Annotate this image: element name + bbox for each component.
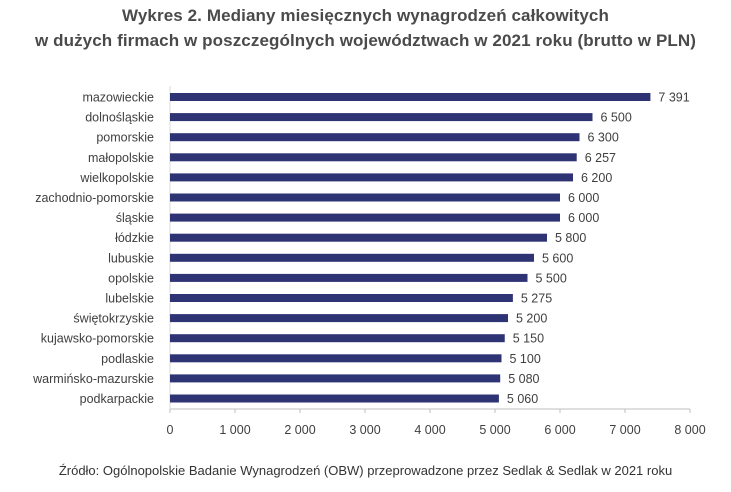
category-label: łódzkie: [115, 231, 154, 245]
value-label: 5 600: [542, 251, 573, 265]
x-tick-label: 1 000: [219, 423, 250, 437]
bar: [170, 113, 593, 122]
category-label: lubelskie: [105, 292, 154, 306]
bars-layer: [170, 93, 651, 403]
category-label: warmińsko-mazurskie: [32, 372, 154, 386]
category-label: pomorskie: [96, 131, 154, 145]
value-label: 5 150: [513, 332, 544, 346]
x-tick-label: 6 000: [544, 423, 575, 437]
bar: [170, 193, 560, 202]
value-label: 5 500: [536, 271, 567, 285]
value-label: 5 060: [507, 392, 538, 406]
bar: [170, 273, 528, 282]
bar: [170, 133, 580, 142]
category-label: opolskie: [108, 271, 154, 285]
bar: [170, 93, 651, 101]
value-label: 6 300: [588, 131, 619, 145]
x-tick-label: 5 000: [479, 423, 510, 437]
category-label: małopolskie: [88, 151, 154, 165]
category-label: świętokrzyskie: [73, 312, 154, 326]
bar: [170, 233, 547, 242]
labels-layer: 0 1 000 2 000 3 000 4 000 5 000 6 000 7 000 8 00…: [32, 91, 706, 438]
category-label: dolnośląskie: [85, 111, 154, 125]
bar: [170, 374, 501, 383]
value-label: 6 200: [581, 171, 612, 185]
value-label: 5 800: [555, 231, 586, 245]
x-tick-label: 8 000: [674, 423, 705, 437]
value-label: 5 275: [521, 292, 552, 306]
x-tick-label: 3 000: [349, 423, 380, 437]
bar: [170, 314, 508, 323]
bar: [170, 334, 505, 343]
x-tick-label: 0: [167, 423, 174, 437]
value-label: 5 200: [516, 312, 547, 326]
value-label: 6 257: [585, 151, 616, 165]
bar: [170, 153, 577, 162]
x-tick-label: 2 000: [284, 423, 315, 437]
source-note: Źródło: Ogólnopolskie Badanie Wynagrodze…: [58, 463, 673, 478]
bar: [170, 294, 513, 302]
bar: [170, 213, 560, 222]
category-label: podkarpackie: [80, 392, 154, 406]
x-tick-label: 4 000: [414, 423, 445, 437]
chart-title-line-2: w dużych firmach w poszczególnych wojewó…: [34, 31, 697, 50]
bar: [170, 253, 534, 262]
category-label: podlaskie: [101, 352, 154, 366]
value-label: 5 080: [508, 372, 539, 386]
value-label: 7 391: [658, 91, 689, 105]
bar: [170, 394, 499, 403]
value-label: 5 100: [510, 352, 541, 366]
value-label: 6 000: [568, 211, 599, 225]
x-tick-label: 7 000: [609, 423, 640, 437]
category-label: wielkopolskie: [79, 171, 154, 185]
value-label: 6 000: [568, 191, 599, 205]
category-label: lubuskie: [108, 251, 154, 265]
category-label: kujawsko-pomorskie: [41, 332, 154, 346]
value-label: 6 500: [601, 111, 632, 125]
category-label: zachodnio-pomorskie: [35, 191, 154, 205]
chart-title-line-1: Wykres 2. Mediany miesięcznych wynagrodz…: [122, 6, 609, 25]
bar: [170, 354, 502, 363]
bar: [170, 173, 573, 182]
category-label: śląskie: [116, 211, 154, 225]
category-label: mazowieckie: [82, 91, 154, 105]
bar-chart: 0 1 000 2 000 3 000 4 000 5 000 6 000 7 000 8 00…: [32, 86, 706, 438]
